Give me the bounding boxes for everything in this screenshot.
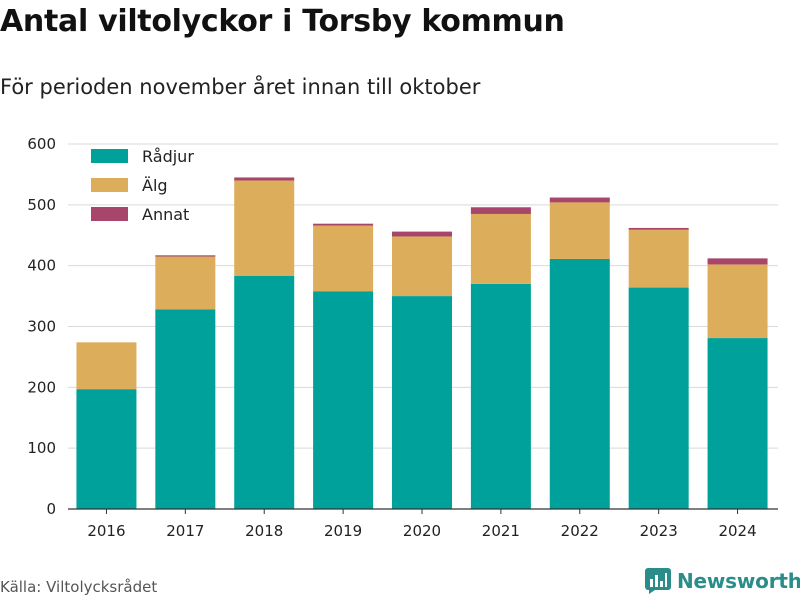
x-tick-label: 2020	[403, 522, 441, 540]
bar-segment	[392, 231, 452, 237]
axes: 0 100 200 300 400 500 600 2016 2017 2018 2019 2020 2…	[27, 135, 778, 540]
bar-segment	[313, 291, 374, 509]
bars	[76, 177, 768, 509]
bar-segment	[76, 342, 137, 390]
bar-segment	[313, 223, 374, 226]
y-tick-label: 100	[27, 439, 56, 457]
chart-subtitle: För perioden november året innan till ok…	[0, 75, 481, 99]
legend-swatch	[91, 207, 128, 221]
bar-chart-logo-icon	[645, 568, 671, 594]
legend-label: Rådjur	[142, 147, 194, 166]
bar-segment	[628, 227, 689, 230]
brand-logo: Newsworthy	[645, 568, 800, 594]
bar-segment	[155, 256, 216, 310]
x-tick-label: 2016	[87, 522, 125, 540]
legend-label: Älg	[142, 176, 168, 195]
bar-segment	[234, 177, 295, 181]
x-tick-label: 2018	[245, 522, 283, 540]
bar-segment	[313, 225, 374, 292]
x-tick-label: 2022	[561, 522, 599, 540]
bar-segment	[628, 229, 689, 288]
bar-segment	[707, 338, 768, 509]
x-tick-label: 2017	[166, 522, 204, 540]
y-tick-label: 600	[27, 135, 56, 153]
y-tick-label: 500	[27, 196, 56, 214]
y-tick-label: 300	[27, 318, 56, 336]
x-tick-label: 2021	[482, 522, 520, 540]
y-tick-label: 0	[46, 500, 56, 518]
bar-segment	[707, 264, 768, 339]
bar-segment	[470, 213, 531, 284]
legend-swatch	[91, 149, 128, 163]
brand-name: Newsworthy	[677, 569, 800, 593]
bar-segment	[628, 287, 689, 509]
bar-segment	[549, 258, 610, 509]
bar-segment	[155, 309, 216, 509]
x-tick-label: 2019	[324, 522, 362, 540]
y-tick-label: 200	[27, 378, 56, 396]
legend-swatch	[91, 178, 128, 192]
bar-segment	[549, 202, 610, 259]
bar-segment	[76, 389, 137, 509]
bar-segment	[549, 197, 610, 203]
bar-segment	[392, 236, 452, 297]
bar-segment	[234, 180, 295, 277]
bar-segment	[234, 276, 295, 509]
x-tick-label: 2023	[640, 522, 678, 540]
bar-segment	[470, 207, 531, 214]
source-note: Källa: Viltolycksrådet	[0, 578, 158, 596]
x-tick-label: 2024	[718, 522, 756, 540]
bar-segment	[707, 258, 768, 265]
legend: Rådjur Älg Annat	[91, 147, 194, 224]
y-tick-label: 400	[27, 257, 56, 275]
bar-segment	[392, 296, 452, 509]
chart-title: Antal viltolyckor i Torsby kommun	[0, 4, 565, 39]
bar-segment	[470, 283, 531, 509]
bar-segment	[155, 255, 216, 257]
legend-label: Annat	[142, 205, 189, 224]
